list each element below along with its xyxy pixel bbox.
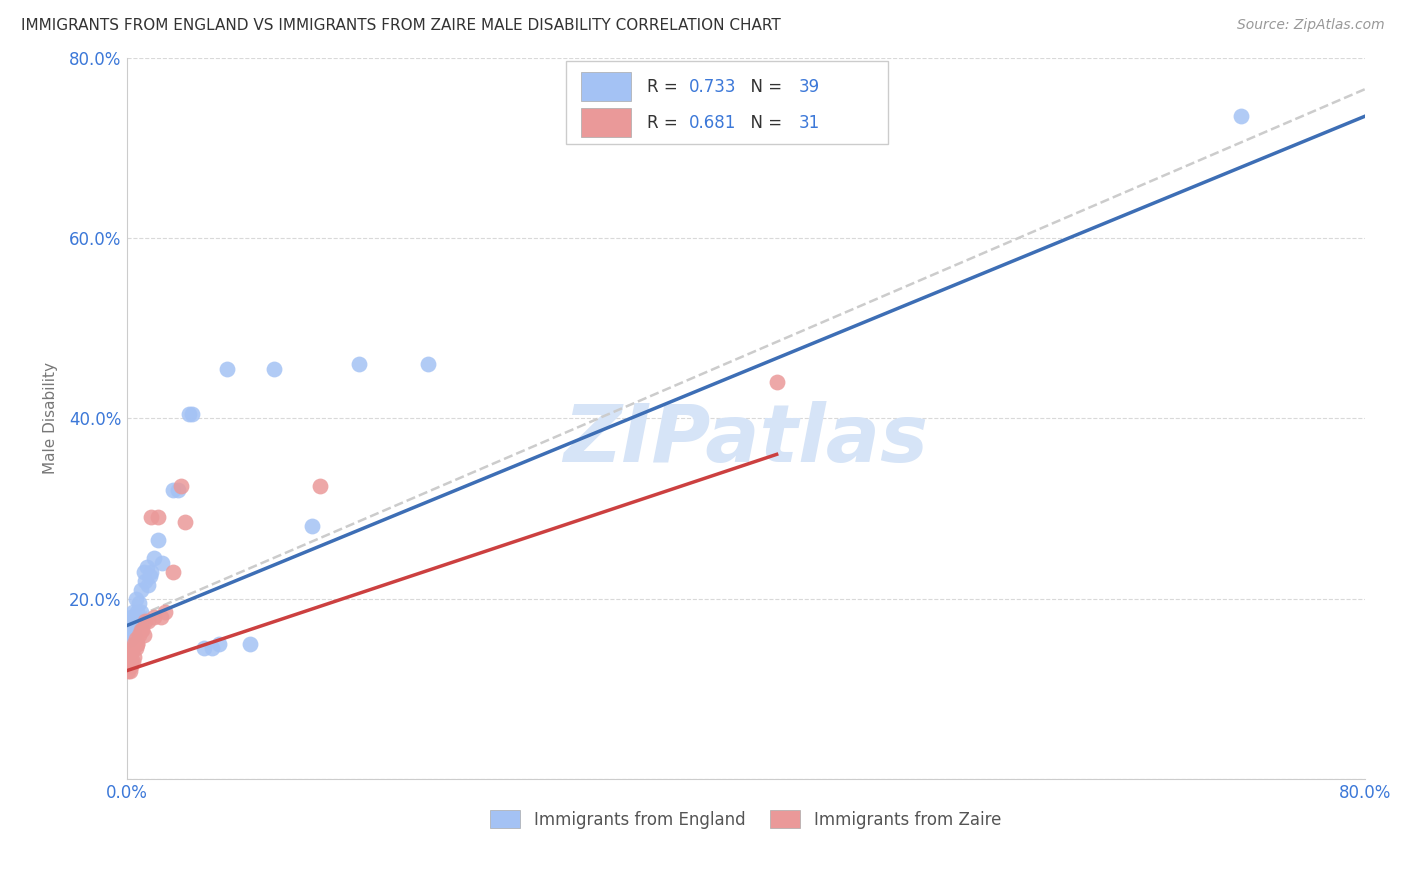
- Point: [131, 623, 153, 637]
- Point: [121, 641, 143, 656]
- Point: [143, 551, 166, 566]
- Point: [125, 641, 148, 656]
- Point: [166, 483, 188, 498]
- Point: [418, 357, 440, 371]
- Point: [155, 605, 177, 619]
- Point: [117, 655, 139, 669]
- Point: [347, 357, 370, 371]
- Text: N =: N =: [740, 114, 787, 132]
- FancyBboxPatch shape: [581, 72, 630, 101]
- Point: [125, 632, 148, 647]
- Point: [174, 515, 197, 529]
- Point: [162, 483, 184, 498]
- Text: 39: 39: [799, 78, 820, 96]
- Point: [124, 637, 146, 651]
- Point: [129, 623, 152, 637]
- Point: [136, 614, 159, 628]
- Point: [193, 641, 215, 656]
- FancyBboxPatch shape: [567, 62, 889, 145]
- Point: [149, 609, 172, 624]
- Point: [135, 560, 157, 574]
- Point: [765, 376, 787, 390]
- Point: [1230, 109, 1253, 123]
- Point: [208, 637, 231, 651]
- Point: [141, 565, 163, 579]
- Point: [117, 664, 139, 678]
- Point: [120, 609, 142, 624]
- Point: [141, 510, 163, 524]
- Point: [180, 407, 202, 421]
- Point: [136, 578, 159, 592]
- Point: [128, 614, 150, 628]
- Point: [120, 655, 142, 669]
- Point: [118, 632, 141, 647]
- Point: [170, 479, 193, 493]
- Point: [121, 655, 143, 669]
- Point: [131, 614, 153, 628]
- Point: [162, 565, 184, 579]
- Text: R =: R =: [647, 114, 683, 132]
- Point: [121, 614, 143, 628]
- Point: [118, 650, 141, 665]
- Y-axis label: Male Disability: Male Disability: [44, 362, 58, 475]
- Point: [125, 614, 148, 628]
- Point: [127, 614, 149, 628]
- Point: [120, 646, 142, 660]
- Point: [134, 614, 156, 628]
- Point: [128, 596, 150, 610]
- Text: IMMIGRANTS FROM ENGLAND VS IMMIGRANTS FROM ZAIRE MALE DISABILITY CORRELATION CHA: IMMIGRANTS FROM ENGLAND VS IMMIGRANTS FR…: [21, 18, 780, 33]
- Point: [120, 623, 142, 637]
- Point: [121, 605, 143, 619]
- Point: [120, 659, 142, 673]
- Point: [239, 637, 262, 651]
- Text: 31: 31: [799, 114, 820, 132]
- Point: [124, 628, 146, 642]
- Point: [127, 637, 149, 651]
- Legend: Immigrants from England, Immigrants from Zaire: Immigrants from England, Immigrants from…: [484, 804, 1008, 836]
- Point: [177, 407, 200, 421]
- Point: [129, 582, 152, 597]
- Point: [301, 519, 323, 533]
- Point: [124, 650, 146, 665]
- Point: [139, 569, 162, 583]
- Point: [128, 628, 150, 642]
- Point: [125, 591, 148, 606]
- Point: [134, 574, 156, 588]
- Text: 0.733: 0.733: [689, 78, 737, 96]
- Text: Source: ZipAtlas.com: Source: ZipAtlas.com: [1237, 18, 1385, 32]
- Point: [263, 361, 285, 376]
- Point: [124, 618, 146, 632]
- Point: [127, 605, 149, 619]
- Point: [132, 628, 155, 642]
- Text: 0.681: 0.681: [689, 114, 737, 132]
- Point: [309, 479, 332, 493]
- Point: [143, 609, 166, 624]
- Point: [146, 510, 169, 524]
- Point: [150, 556, 173, 570]
- Text: N =: N =: [740, 78, 787, 96]
- Point: [217, 361, 239, 376]
- Point: [146, 533, 169, 547]
- Text: ZIPatlas: ZIPatlas: [564, 401, 928, 479]
- Point: [127, 637, 149, 651]
- Text: R =: R =: [647, 78, 683, 96]
- FancyBboxPatch shape: [581, 108, 630, 137]
- Point: [201, 641, 224, 656]
- Point: [132, 565, 155, 579]
- Point: [129, 605, 152, 619]
- Point: [118, 664, 141, 678]
